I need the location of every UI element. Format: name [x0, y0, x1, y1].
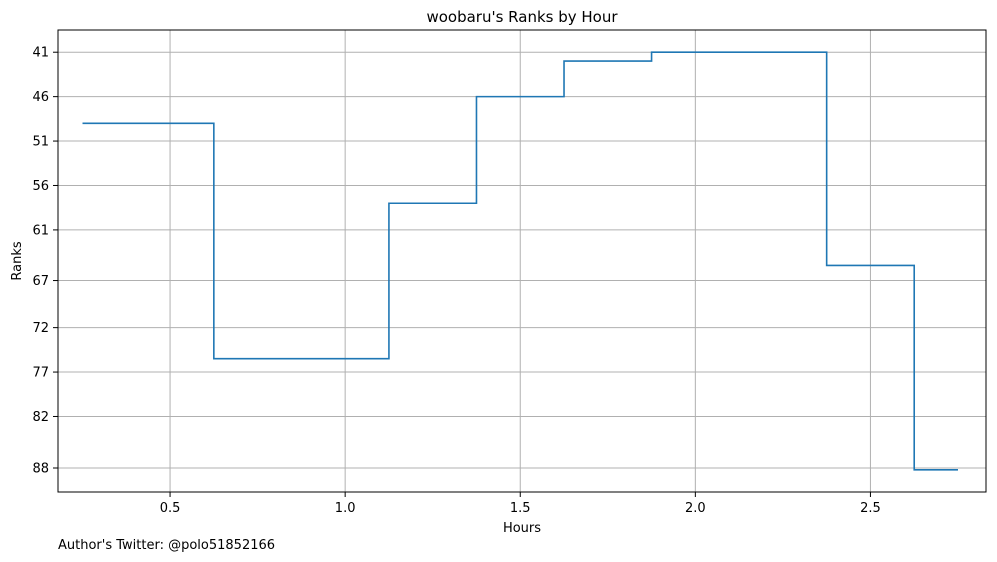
series-line-ranks — [82, 51, 958, 471]
plot-area — [58, 30, 986, 492]
x-tick-label: 1.5 — [510, 501, 531, 516]
x-tick-label: 1.0 — [335, 501, 356, 516]
x-tick-label: 2.5 — [860, 501, 881, 516]
y-tick-label: 56 — [32, 179, 49, 194]
y-tick-label: 51 — [32, 135, 49, 150]
y-axis-label: Ranks — [10, 241, 25, 280]
y-tick-label: 67 — [32, 274, 49, 289]
y-gridlines — [58, 51, 986, 469]
x-gridlines — [169, 30, 871, 492]
y-tick-label: 46 — [32, 90, 49, 105]
chart-title: woobaru's Ranks by Hour — [426, 8, 618, 26]
author-credit: Author's Twitter: @polo51852166 — [58, 538, 276, 553]
plot-frame — [57, 29, 987, 493]
x-axis-label: Hours — [503, 521, 541, 536]
y-tick-label: 61 — [32, 223, 49, 238]
x-axis: 0.5 1.0 1.5 2.0 2.5 — [160, 492, 881, 516]
y-axis: 41 46 51 56 61 67 72 77 82 88 — [32, 46, 58, 477]
y-tick-label: 82 — [32, 410, 49, 425]
x-tick-label: 0.5 — [160, 501, 181, 516]
y-tick-label: 77 — [32, 366, 49, 381]
y-tick-label: 88 — [32, 462, 49, 477]
y-tick-label: 72 — [32, 321, 49, 336]
y-tick-label: 41 — [32, 46, 49, 61]
x-tick-label: 2.0 — [685, 501, 706, 516]
